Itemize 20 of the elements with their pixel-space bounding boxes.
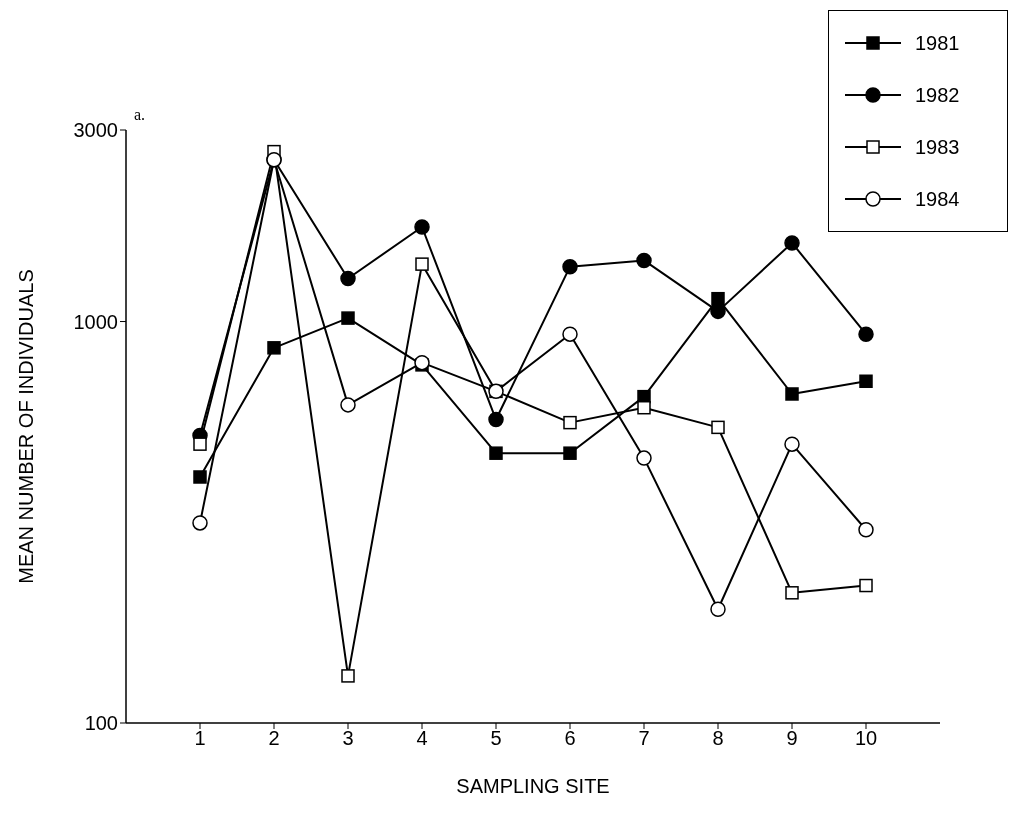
x-tick-label: 2	[268, 727, 280, 750]
x-axis-title: SAMPLING SITE	[456, 775, 610, 797]
x-tick-label: 7	[638, 727, 650, 750]
legend-label: 1984	[915, 187, 960, 211]
y-tick-label: 3000	[73, 119, 118, 142]
x-tick-label: 10	[854, 727, 878, 750]
x-tick-label: 3	[342, 727, 354, 750]
x-tick-label: 1	[194, 727, 206, 750]
legend-label: 1982	[915, 83, 960, 107]
x-tick-label: 4	[416, 727, 428, 750]
y-tick-label: 100	[84, 712, 118, 735]
legend-label: 1981	[915, 31, 960, 55]
text: a.	[134, 106, 146, 124]
y-tick-label: 1000	[73, 310, 118, 333]
legend-label: 1983	[915, 135, 960, 159]
x-tick-label: 6	[564, 727, 576, 750]
x-tick-label: 5	[490, 727, 502, 750]
y-axis-title: MEAN NUMBER OF INDIVIDUALS	[15, 269, 38, 584]
x-tick-label: 9	[786, 727, 798, 750]
x-tick-label: 8	[712, 727, 724, 750]
